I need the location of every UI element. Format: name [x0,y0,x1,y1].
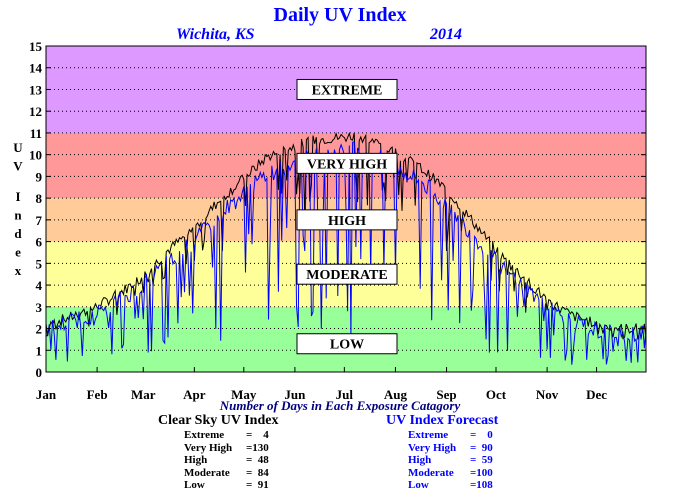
y-tick-label: 14 [29,61,43,76]
forecast-heading: UV Index Forecast [386,413,499,428]
y-label-letter: n [14,208,22,223]
x-tick-label: Sep [436,387,456,402]
x-tick-label: Apr [183,387,206,402]
y-tick-label: 7 [36,213,43,228]
x-tick-label: Aug [384,387,408,402]
plot-frame [45,45,647,373]
y-tick-label: 10 [29,148,42,163]
band-label-box [296,78,398,100]
band-label-box [296,333,398,355]
y-tick-label: 6 [36,235,43,250]
clear-sky-summary: Clear Sky UV Index Extreme = 4 Very High =… [158,413,278,492]
y-label-letter: x [15,263,22,278]
x-tick-label: Mar [131,387,156,402]
y-label-letter: e [15,245,21,260]
y-label-letter: I [15,189,20,204]
forecast-summary: UV Index Forecast Extreme = 0 Very High = … [386,413,498,492]
x-tick-label: Oct [486,387,507,402]
y-tick-label: 9 [36,169,43,184]
band-label-box [296,263,398,285]
band-labels: EXTREME VERY HIGH HIGH MODERATE LOW [296,78,398,355]
y-label-letter: d [14,226,22,241]
summary-row: Low =108 [408,479,493,491]
summary-row: Extreme = 4 [184,429,269,441]
y-tick-label: 0 [36,365,43,380]
summary-row: Moderate = 84 [184,466,269,479]
summary-row: Moderate =100 [408,466,493,479]
x-tick-label: Jan [36,387,57,402]
year-label: 2014 [430,26,462,43]
x-tick-label: Nov [536,387,559,402]
band-label: HIGH [328,214,366,229]
y-tick-label: 3 [36,300,43,315]
x-caption: Number of Days in Each Exposure Catagory [219,398,461,413]
y-tick-label: 5 [36,256,43,271]
y-tick-label: 1 [36,343,43,358]
x-tick-label: Feb [87,387,108,402]
x-tick-labels: Jan Feb Mar Apr May Jun Jul Aug Sep Oct Nov Dec [36,367,607,402]
x-tick-label: Jun [284,387,306,402]
summary-row: Very High =130 [184,441,269,454]
clear-sky-heading: Clear Sky UV Index [158,413,279,428]
band-label-box [296,152,398,174]
summary-row: High = 48 [184,454,269,466]
y-tick-label: 15 [29,39,43,54]
band-label-box [296,209,398,231]
band-label: MODERATE [306,268,387,283]
band-label: EXTREME [312,83,383,98]
location-label: Wichita, KS [176,26,255,43]
y-tick-label: 11 [30,126,42,141]
band-label: LOW [330,338,364,353]
y-tick-label: 8 [36,191,43,206]
summary-row: Very High = 90 [408,441,493,454]
y-label-letter: V [13,159,23,174]
x-tick-label: Jul [336,387,354,402]
y-tick-label: 2 [36,322,43,337]
x-tick-label: Dec [586,387,607,402]
y-tick-label: 4 [36,278,43,293]
y-tick-label: 13 [29,82,43,97]
y-label-letter: U [13,140,23,155]
summary-row: High = 59 [408,454,493,466]
summary-row: Extreme = 0 [408,429,493,441]
y-tick-label: 12 [29,104,42,119]
summary-row: Low = 91 [184,479,269,491]
chart-title: Daily UV Index [273,4,407,26]
band-label: VERY HIGH [307,157,387,172]
x-tick-label: May [231,387,257,402]
